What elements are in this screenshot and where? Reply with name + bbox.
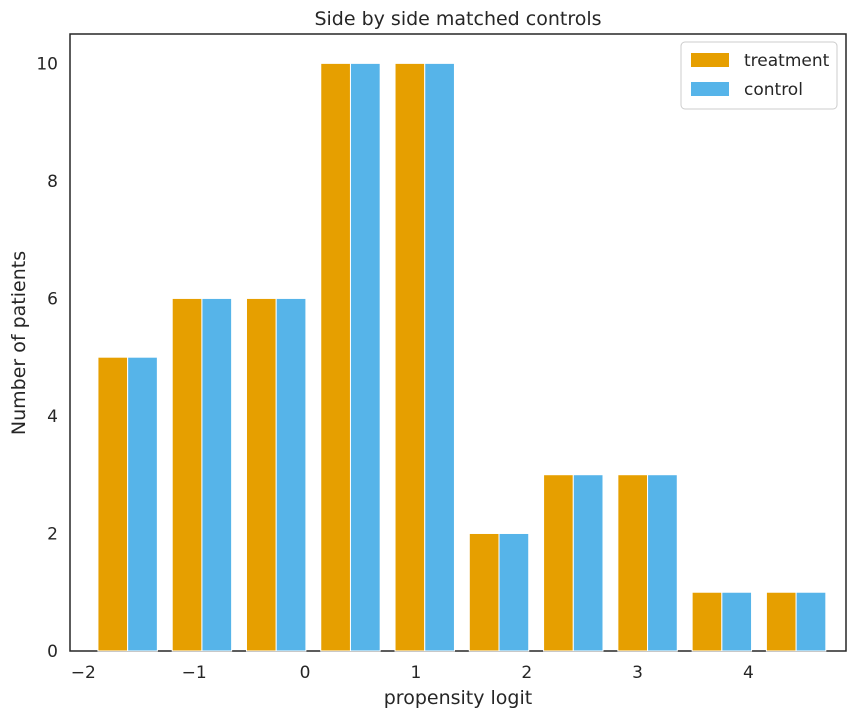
bar-control-0	[127, 356, 158, 652]
x-tick-label: −1	[182, 663, 207, 683]
y-tick-label: 4	[47, 407, 58, 427]
bar-treatment-0	[97, 356, 129, 652]
y-tick-label: 0	[47, 642, 58, 662]
chart-title: Side by side matched controls	[314, 8, 601, 30]
bar-control-9	[795, 591, 827, 652]
legend-label-treatment: treatment	[744, 51, 830, 71]
bar-control-7	[647, 474, 678, 652]
x-tick-label: 1	[410, 663, 421, 683]
y-axis-label: Number of patients	[8, 251, 30, 435]
bars-group	[97, 62, 827, 652]
bar-treatment-4	[394, 62, 426, 652]
x-tick-label: 4	[743, 663, 754, 683]
y-tick-label: 10	[36, 54, 58, 74]
x-ticks: −2 −1 0 1 2 3 4	[71, 663, 754, 683]
x-axis-label: propensity logit	[384, 687, 532, 709]
bar-treatment-2	[245, 297, 277, 652]
bar-treatment-6	[543, 474, 574, 652]
bar-control-4	[424, 62, 455, 652]
x-tick-label: 2	[521, 663, 532, 683]
x-tick-label: 3	[632, 663, 643, 683]
bar-control-1	[201, 297, 233, 652]
y-tick-label: 2	[47, 524, 58, 544]
bar-control-5	[498, 532, 530, 652]
bar-control-6	[572, 474, 604, 652]
bar-treatment-5	[468, 532, 500, 652]
bar-treatment-1	[171, 297, 203, 652]
x-tick-label: −2	[71, 663, 96, 683]
y-tick-label: 8	[47, 172, 58, 192]
legend: treatment control	[680, 41, 838, 110]
x-tick-label: 0	[300, 663, 311, 683]
legend-swatch-treatment	[691, 53, 729, 67]
y-ticks: 0 2 4 6 8 10	[36, 54, 58, 662]
bar-control-8	[721, 591, 753, 652]
bar-control-3	[349, 62, 381, 652]
legend-label-control: control	[744, 80, 803, 100]
bar-treatment-3	[320, 62, 351, 652]
legend-swatch-control	[691, 82, 729, 96]
bar-treatment-8	[691, 591, 723, 652]
bar-treatment-9	[765, 591, 797, 652]
bar-treatment-7	[617, 474, 649, 652]
bar-control-2	[275, 297, 307, 652]
y-tick-label: 6	[47, 289, 58, 309]
